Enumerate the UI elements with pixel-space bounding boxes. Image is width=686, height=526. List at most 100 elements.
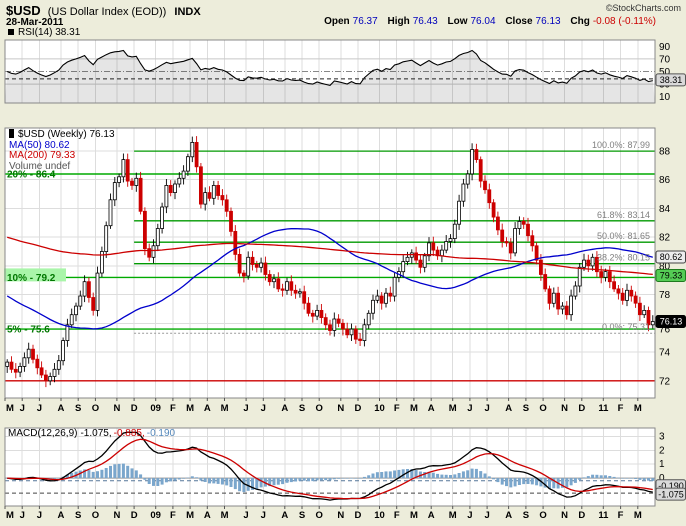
candle-body xyxy=(323,317,328,326)
price-axis-label: 84 xyxy=(659,204,671,215)
candle-body xyxy=(276,278,281,290)
candle-body xyxy=(280,288,285,291)
candle-body xyxy=(539,259,543,275)
plot-bg xyxy=(5,128,655,398)
macd-histogram-bar xyxy=(561,478,564,488)
macd-histogram-bar xyxy=(109,465,112,479)
candle-body xyxy=(117,176,121,183)
macd-histogram-bar xyxy=(104,468,108,479)
x-tick-label: F xyxy=(618,403,624,414)
macd-histogram-bar xyxy=(147,478,151,484)
candle-body xyxy=(211,184,216,199)
macd-histogram-bar xyxy=(604,475,607,479)
price-axis-label: 82 xyxy=(659,233,671,244)
macd-axis-label: 2 xyxy=(659,445,665,456)
candle-body xyxy=(431,242,436,251)
x-tick-label: N xyxy=(561,510,568,521)
x-tick-label: A xyxy=(505,403,512,414)
macd-histogram-bar xyxy=(216,478,220,484)
candle-body xyxy=(125,159,130,182)
macd-histogram-bar xyxy=(177,478,181,480)
macd-histogram-bar xyxy=(91,471,95,479)
macd-histogram-bar xyxy=(285,478,289,483)
candle-body xyxy=(638,302,642,316)
candle-body xyxy=(108,199,113,227)
macd-histogram-bar xyxy=(513,478,517,487)
macd-histogram-bar xyxy=(375,472,379,479)
x-tick-label: O xyxy=(316,510,323,521)
candle-body xyxy=(388,292,393,297)
macd-histogram-bar xyxy=(638,478,642,480)
ma200-line xyxy=(7,236,653,276)
candle-body xyxy=(616,288,621,294)
macd-histogram-bar xyxy=(242,478,246,493)
macd-histogram-bar xyxy=(526,478,530,484)
candle-body xyxy=(474,149,479,161)
rsi-axis-label: 50 xyxy=(659,67,671,78)
x-tick-label: S xyxy=(523,403,529,414)
candle-body xyxy=(340,322,345,330)
axis-badge-label: 79.33 xyxy=(660,271,683,281)
macd-histogram-bar xyxy=(410,469,414,479)
macd-histogram-bar xyxy=(367,475,371,479)
macd-axis-label: 1 xyxy=(659,459,665,470)
candle-body xyxy=(87,281,91,298)
macd-histogram-bar xyxy=(496,478,500,483)
candle-body xyxy=(620,292,625,301)
x-tick-label: D xyxy=(131,403,138,414)
x-tick-label: M xyxy=(410,403,418,414)
x-tick-label: J xyxy=(484,403,489,414)
macd-histogram-bar xyxy=(169,478,173,482)
macd-histogram-bar xyxy=(573,478,577,483)
candle-body xyxy=(61,340,65,362)
candle-body xyxy=(478,159,483,182)
axis-badge-label: -0.190 xyxy=(658,481,684,491)
x-tick-label: J xyxy=(467,403,472,414)
candle-body xyxy=(35,358,40,369)
candle-body xyxy=(551,292,556,304)
candle-body xyxy=(590,256,595,267)
fib-label: 100.0%: 87.99 xyxy=(592,140,650,150)
fib-label: 38.2%: 80.15 xyxy=(597,253,650,263)
x-tick-label: N xyxy=(113,510,120,521)
x-tick-label: F xyxy=(170,510,176,521)
candle-body xyxy=(52,368,57,377)
candle-body xyxy=(349,328,354,336)
macd-histogram-bar xyxy=(83,469,87,479)
candle-body xyxy=(194,141,199,168)
candle-body xyxy=(177,177,182,185)
candle-body xyxy=(336,318,341,324)
candle-body xyxy=(543,274,548,290)
price-axis-label: 80 xyxy=(659,261,671,272)
macd-histogram-bar xyxy=(173,478,177,481)
macd-histogram-bar xyxy=(289,478,293,483)
candle-body xyxy=(358,338,363,341)
x-tick-label: J xyxy=(20,510,25,521)
candle-body xyxy=(297,291,302,294)
macd-histogram-bar xyxy=(100,469,104,479)
macd-histogram-bar xyxy=(505,478,508,487)
candle-body xyxy=(82,281,87,297)
macd-histogram-bar xyxy=(647,478,650,481)
x-tick-label: 11 xyxy=(598,510,609,521)
candle-body xyxy=(633,295,638,304)
x-tick-label: D xyxy=(355,510,362,521)
macd-histogram-bar xyxy=(401,469,405,479)
x-tick-label: M xyxy=(221,403,229,414)
macd-histogram-bar xyxy=(457,473,461,479)
macd-histogram-bar xyxy=(483,473,487,479)
macd-histogram-bar xyxy=(121,463,125,479)
macd-histogram-bar xyxy=(96,471,99,479)
x-tick-label: 10 xyxy=(374,510,385,521)
macd-line xyxy=(7,431,653,501)
candle-body xyxy=(272,278,276,283)
candle-body xyxy=(91,297,96,311)
macd-histogram-bar xyxy=(393,470,397,479)
macd-histogram-bar xyxy=(397,469,401,479)
x-tick-label: O xyxy=(92,403,99,414)
x-tick-label: D xyxy=(578,510,585,521)
macd-histogram-bar xyxy=(156,478,160,486)
candle-body xyxy=(168,184,173,193)
candle-body xyxy=(332,318,337,331)
x-tick-label: J xyxy=(261,510,266,521)
